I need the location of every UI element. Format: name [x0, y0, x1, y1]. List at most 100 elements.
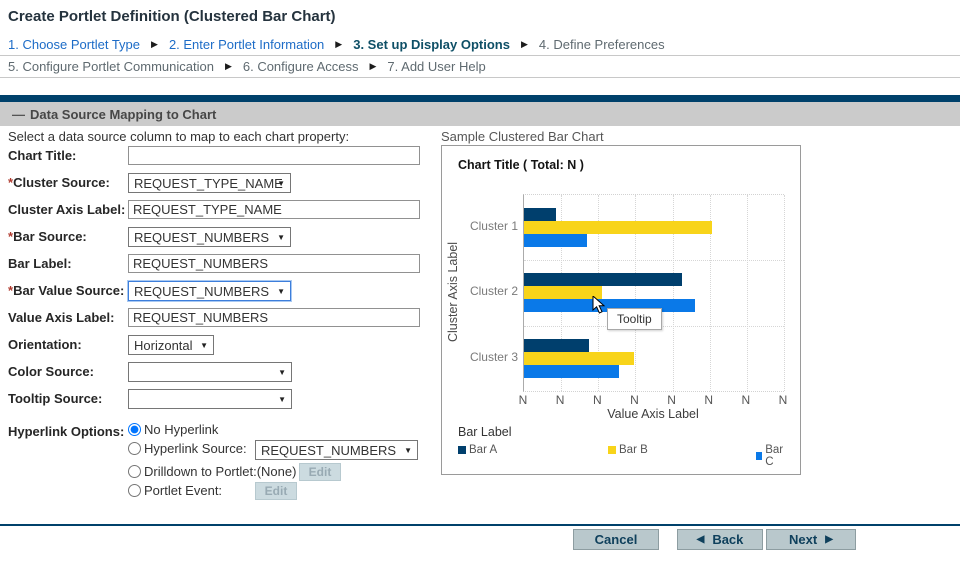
legend-swatch — [608, 446, 616, 454]
back-button[interactable]: ◀ Back — [677, 529, 763, 550]
color-source-select[interactable]: ▼ — [128, 362, 292, 382]
cluster-category-label: Cluster 3 — [469, 349, 518, 364]
bar-label-heading: Bar Label — [458, 425, 512, 439]
drilldown-value: (None) — [256, 464, 297, 479]
cluster-source-select[interactable]: REQUEST_TYPE_NAME ▼ — [128, 173, 291, 193]
dropdown-arrow-icon: ▼ — [277, 232, 285, 242]
step-configure-access: 6. Configure Access — [242, 59, 359, 74]
step-enter-portlet-information[interactable]: 2. Enter Portlet Information — [168, 37, 325, 52]
chart-title: Chart Title ( Total: N ) — [458, 158, 584, 172]
cancel-button-label: Cancel — [594, 532, 638, 547]
bar-source-select[interactable]: REQUEST_NUMBERS ▼ — [128, 227, 291, 247]
legend-label: Bar A — [469, 444, 498, 456]
sample-chart-panel: Chart Title ( Total: N ) Cluster Axis La… — [441, 145, 801, 475]
tooltip-source-label: Tooltip Source: — [8, 391, 103, 406]
cluster-axis-label: Cluster Axis Label — [446, 241, 460, 343]
chart-legend: Bar A Bar B Bar C — [458, 444, 788, 468]
value-axis-label-label: Value Axis Label: — [8, 310, 115, 325]
bar-source-label: *Bar Source: — [8, 229, 87, 244]
cluster-axis-label-input[interactable] — [128, 200, 420, 219]
gridline — [524, 260, 784, 262]
back-arrow-icon: ◀ — [696, 534, 705, 545]
hyperlink-source-radio[interactable] — [128, 442, 141, 455]
sample-chart-caption: Sample Clustered Bar Chart — [441, 129, 604, 144]
accent-divider — [0, 95, 960, 102]
value-axis-label-input[interactable] — [128, 308, 420, 327]
drilldown-label: Drilldown to Portlet: — [144, 464, 257, 479]
cluster-axis-label-label: Cluster Axis Label: — [8, 202, 126, 217]
next-button-label: Next — [789, 532, 818, 547]
mouse-cursor-icon — [592, 296, 606, 314]
portlet-event-edit-button[interactable]: Edit — [255, 482, 297, 500]
footer-divider — [0, 524, 960, 526]
dropdown-arrow-icon: ▼ — [277, 286, 285, 296]
drilldown-edit-button[interactable]: Edit — [299, 463, 341, 481]
tooltip-source-select[interactable]: ▼ — [128, 389, 292, 409]
step-separator-icon: ▶ — [369, 61, 377, 71]
no-hyperlink-radio[interactable] — [128, 423, 141, 436]
x-tick-label: N — [741, 393, 751, 407]
legend-label: Bar C — [765, 444, 784, 468]
portlet-event-label: Portlet Event: — [144, 483, 223, 498]
legend-label: Bar B — [619, 444, 648, 456]
legend-item: Bar A — [458, 444, 497, 456]
hyperlink-source-select[interactable]: REQUEST_NUMBERS ▼ — [255, 440, 418, 460]
step-separator-icon: ▶ — [224, 61, 232, 71]
bar-bar-a-1 — [524, 208, 556, 221]
legend-swatch — [756, 452, 763, 460]
gridline — [672, 195, 674, 391]
x-tick-label: N — [592, 393, 602, 407]
mapping-form: Chart Title: *Cluster Source: REQUEST_TY… — [8, 146, 438, 511]
dropdown-arrow-icon: ▼ — [277, 178, 285, 188]
step-configure-portlet-communication: 5. Configure Portlet Communication — [8, 59, 214, 74]
cancel-button[interactable]: Cancel — [573, 529, 659, 550]
collapse-icon[interactable]: — — [12, 106, 25, 122]
section-header[interactable]: — Data Source Mapping to Chart — [0, 102, 960, 126]
dropdown-arrow-icon: ▼ — [278, 367, 286, 377]
x-tick-label: N — [630, 393, 639, 407]
bar-bar-c-1 — [524, 234, 588, 247]
bar-label-label: Bar Label: — [8, 256, 72, 271]
step-add-user-help: 7. Add User Help — [387, 59, 486, 74]
orientation-value: Horizontal — [134, 337, 193, 353]
step-separator-icon: ▶ — [520, 39, 528, 49]
color-source-label: Color Source: — [8, 364, 94, 379]
chart-title-input[interactable] — [128, 146, 420, 165]
cluster-category-label: Cluster 2 — [469, 284, 518, 299]
gridline — [709, 195, 711, 391]
hyperlink-source-label: Hyperlink Source: — [144, 441, 247, 456]
form-intro-text: Select a data source column to map to ea… — [8, 129, 350, 144]
no-hyperlink-label: No Hyperlink — [144, 422, 219, 437]
next-button[interactable]: Next ▶ — [766, 529, 856, 550]
bar-value-source-value: REQUEST_NUMBERS — [134, 283, 270, 299]
back-button-label: Back — [712, 532, 744, 547]
dropdown-arrow-icon: ▼ — [278, 394, 286, 404]
bar-label-input[interactable] — [128, 254, 420, 273]
bar-bar-a-2 — [524, 273, 682, 287]
dropdown-arrow-icon: ▼ — [200, 340, 208, 350]
bar-bar-b-2 — [524, 286, 602, 300]
plot-area — [523, 194, 785, 392]
gridline — [746, 195, 748, 391]
orientation-select[interactable]: Horizontal ▼ — [128, 335, 214, 355]
step-choose-portlet-type[interactable]: 1. Choose Portlet Type — [8, 37, 141, 52]
x-tick-label: N — [778, 393, 788, 407]
section-title: Data Source Mapping to Chart — [30, 106, 217, 122]
cluster-source-value: REQUEST_TYPE_NAME — [134, 175, 283, 191]
bar-value-source-select[interactable]: REQUEST_NUMBERS ▼ — [128, 281, 291, 301]
drilldown-radio[interactable] — [128, 465, 141, 478]
x-tick-label: N — [518, 393, 528, 407]
x-tick-label: N — [555, 393, 565, 407]
radio-row-portlet-event: Portlet Event: — [128, 483, 222, 498]
legend-item: Bar C — [756, 444, 788, 468]
step-set-up-display-options: 3. Set up Display Options — [353, 37, 510, 52]
radio-row-drilldown: Drilldown to Portlet: (None) — [128, 464, 296, 479]
bar-value-source-label: *Bar Value Source: — [8, 283, 125, 298]
x-tick-label: N — [704, 393, 714, 407]
cluster-category-label: Cluster 1 — [469, 219, 518, 233]
step-separator-icon: ▶ — [151, 39, 158, 49]
bar-bar-b-1 — [524, 221, 712, 234]
dropdown-arrow-icon: ▼ — [404, 445, 412, 455]
portlet-event-radio[interactable] — [128, 484, 141, 497]
